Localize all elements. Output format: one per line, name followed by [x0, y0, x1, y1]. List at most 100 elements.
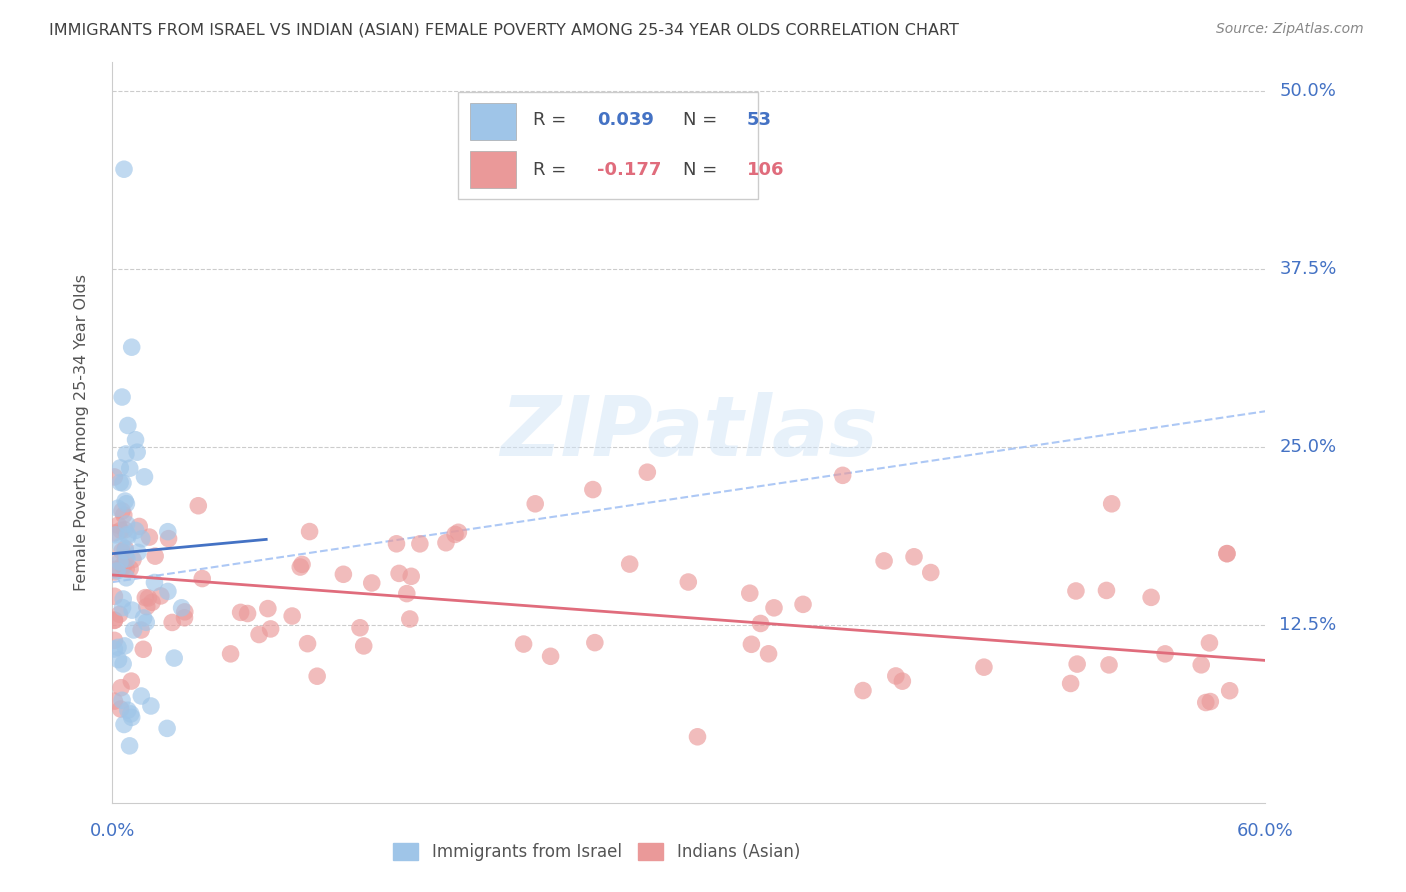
- Point: [1198, 636, 1220, 650]
- Point: [112, 559, 135, 574]
- Point: [108, 607, 131, 622]
- Text: R =: R =: [533, 161, 572, 178]
- Point: [762, 600, 785, 615]
- Point: [1064, 584, 1087, 599]
- Point: [332, 567, 354, 582]
- Point: [111, 558, 134, 573]
- Point: [540, 649, 562, 664]
- Point: [115, 497, 138, 511]
- Point: [114, 523, 136, 537]
- Point: [582, 483, 605, 497]
- FancyBboxPatch shape: [458, 92, 758, 200]
- Point: [259, 622, 281, 636]
- Point: [118, 739, 141, 753]
- Point: [112, 162, 135, 177]
- Point: [395, 586, 418, 600]
- Point: [115, 562, 138, 576]
- Text: 37.5%: 37.5%: [1279, 260, 1337, 278]
- Point: [139, 698, 162, 713]
- Point: [132, 642, 155, 657]
- Point: [1216, 547, 1239, 561]
- Point: [104, 528, 127, 542]
- Point: [112, 657, 135, 671]
- Point: [157, 532, 180, 546]
- Bar: [470, 152, 516, 188]
- Point: [1216, 547, 1239, 561]
- Point: [219, 647, 242, 661]
- Point: [114, 541, 136, 556]
- Text: 12.5%: 12.5%: [1279, 615, 1337, 634]
- Point: [831, 468, 853, 483]
- Point: [973, 660, 995, 674]
- Point: [107, 653, 129, 667]
- Text: IMMIGRANTS FROM ISRAEL VS INDIAN (ASIAN) FEMALE POVERTY AMONG 25-34 YEAR OLDS CO: IMMIGRANTS FROM ISRAEL VS INDIAN (ASIAN)…: [49, 22, 959, 37]
- Point: [103, 525, 125, 540]
- Point: [758, 647, 780, 661]
- Point: [115, 571, 138, 585]
- Point: [117, 703, 139, 717]
- Point: [118, 461, 141, 475]
- Point: [398, 612, 420, 626]
- Point: [122, 552, 145, 566]
- Point: [110, 553, 132, 567]
- Bar: [470, 103, 516, 140]
- Text: 25.0%: 25.0%: [1279, 438, 1337, 456]
- Point: [385, 537, 408, 551]
- Point: [170, 600, 193, 615]
- Point: [115, 551, 138, 566]
- Point: [792, 598, 814, 612]
- Point: [103, 694, 125, 708]
- Text: 0.0%: 0.0%: [90, 822, 135, 840]
- Point: [112, 717, 135, 731]
- Point: [409, 537, 432, 551]
- Point: [297, 637, 319, 651]
- Point: [103, 633, 125, 648]
- Point: [127, 445, 149, 459]
- Point: [163, 651, 186, 665]
- Point: [636, 465, 658, 479]
- Point: [349, 621, 371, 635]
- Point: [125, 524, 148, 538]
- Text: 60.0%: 60.0%: [1237, 822, 1294, 840]
- Point: [131, 532, 153, 546]
- Point: [891, 674, 914, 689]
- Point: [173, 611, 195, 625]
- Point: [110, 461, 132, 475]
- Point: [686, 730, 709, 744]
- Point: [1199, 695, 1222, 709]
- Point: [111, 476, 134, 491]
- Point: [122, 623, 145, 637]
- Point: [1095, 583, 1118, 598]
- Point: [127, 545, 149, 559]
- Point: [103, 613, 125, 627]
- Point: [117, 529, 139, 543]
- Point: [257, 601, 280, 615]
- Point: [247, 627, 270, 641]
- Text: 50.0%: 50.0%: [1279, 82, 1336, 100]
- Point: [512, 637, 534, 651]
- Text: Source: ZipAtlas.com: Source: ZipAtlas.com: [1216, 22, 1364, 37]
- Point: [111, 390, 134, 404]
- Point: [117, 527, 139, 541]
- Point: [903, 549, 925, 564]
- Point: [107, 518, 129, 533]
- Point: [115, 550, 138, 565]
- Point: [110, 702, 132, 716]
- Point: [1154, 647, 1177, 661]
- Point: [187, 499, 209, 513]
- Point: [103, 614, 125, 628]
- Point: [135, 599, 157, 614]
- Point: [884, 669, 907, 683]
- Point: [105, 564, 128, 578]
- Point: [920, 566, 942, 580]
- Point: [110, 681, 132, 695]
- Point: [124, 433, 146, 447]
- Point: [583, 635, 606, 649]
- Point: [149, 589, 172, 603]
- Point: [108, 475, 131, 490]
- Text: R =: R =: [533, 112, 572, 129]
- Point: [852, 683, 875, 698]
- Text: -0.177: -0.177: [596, 161, 661, 178]
- Point: [1195, 696, 1218, 710]
- Point: [524, 497, 547, 511]
